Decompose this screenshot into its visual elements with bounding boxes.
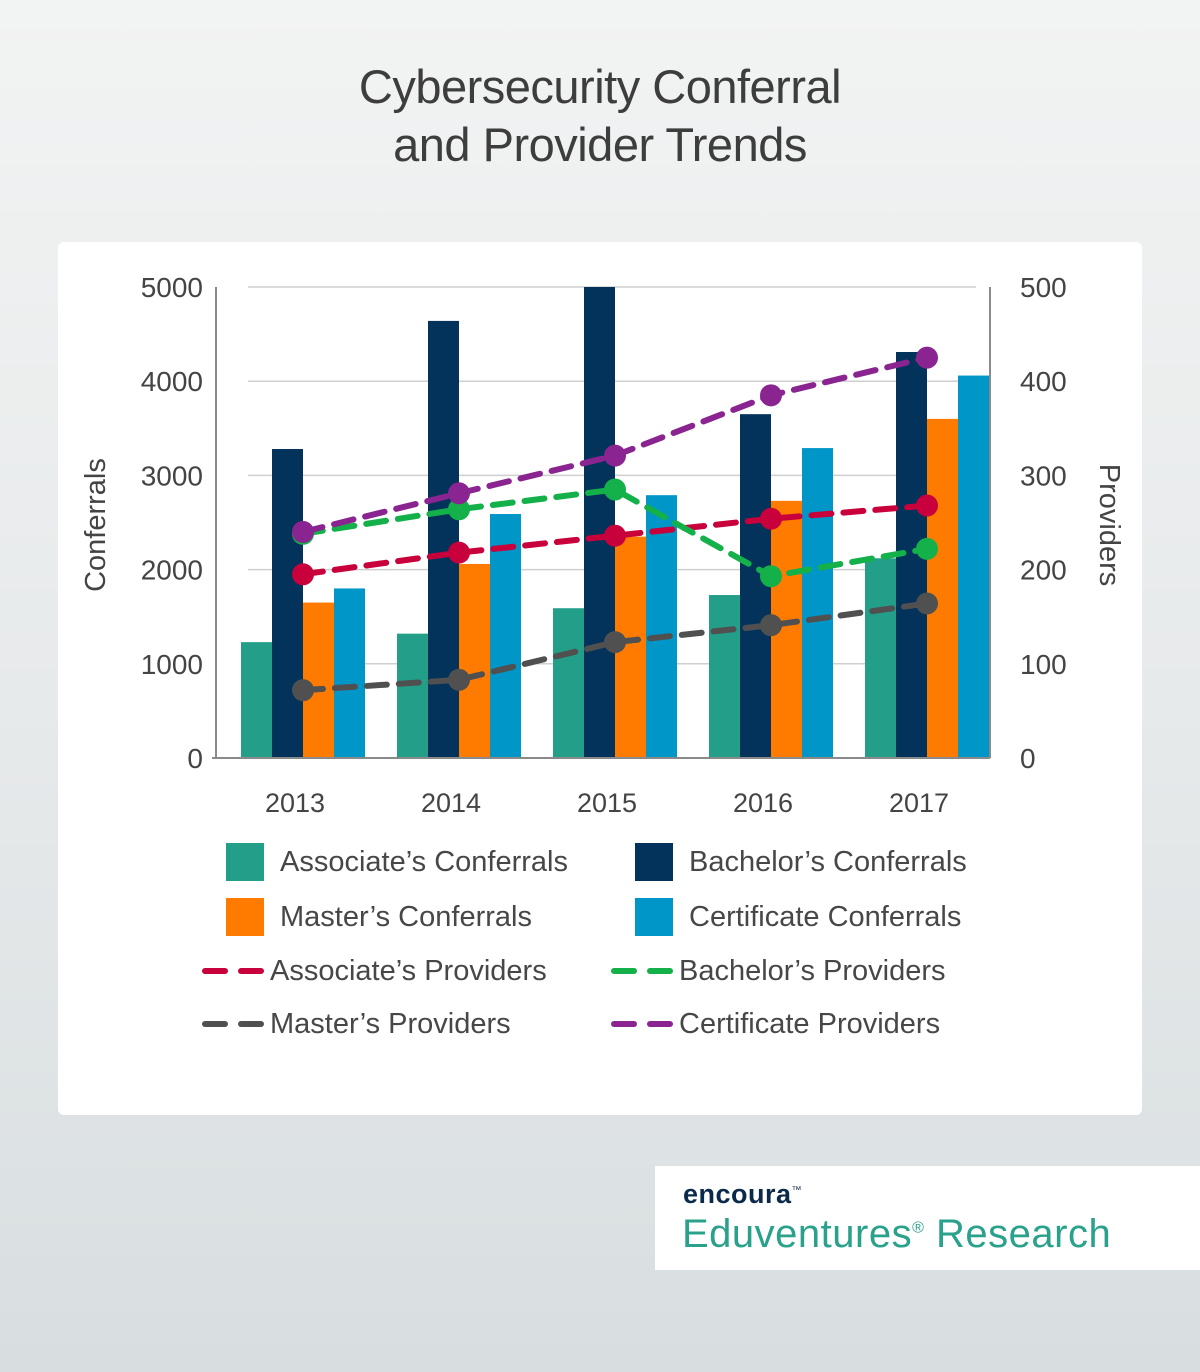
chart-title-line1: Cybersecurity Conferral xyxy=(358,60,842,113)
bar-bachelors-conferrals-2016 xyxy=(740,414,771,758)
bar-certificate-conferrals-2015 xyxy=(646,495,677,758)
bar-masters-conferrals-2014 xyxy=(459,563,490,758)
y2-tick-label: 200 xyxy=(1020,555,1067,586)
bar-associates-conferrals-2015 xyxy=(553,608,584,758)
x-tick-label: 2013 xyxy=(265,788,325,818)
point-masters-providers-2016 xyxy=(760,614,782,637)
line-bachelors-providers xyxy=(300,486,930,580)
bar-bachelors-conferrals-2014 xyxy=(428,320,459,758)
point-associates-providers-2016 xyxy=(760,507,782,530)
bar-certificate-conferrals-2016 xyxy=(802,448,833,758)
point-masters-providers-2017 xyxy=(916,592,938,615)
chart-title-line2: and Provider Trends xyxy=(393,118,807,171)
bar-bachelors-conferrals-2013 xyxy=(272,449,303,758)
point-associates-providers-2014 xyxy=(448,541,470,564)
x-tick-label: 2017 xyxy=(889,788,949,818)
line-associates-providers xyxy=(300,502,930,578)
chart-card: 0 1000 2000 3000 4000 5000 0 100 200 300 400 500 201… xyxy=(58,242,1142,1115)
point-bachelors-providers-2017 xyxy=(916,537,938,560)
bar-associates-conferrals-2017 xyxy=(865,558,896,758)
line-layer xyxy=(292,346,938,702)
y-tick-label: 0 xyxy=(187,743,203,774)
bar-masters-conferrals-2017 xyxy=(927,418,958,758)
point-certificate-providers-2016 xyxy=(760,384,782,407)
bar-associates-conferrals-2014 xyxy=(397,633,428,758)
point-certificate-providers-2017 xyxy=(916,346,938,369)
point-certificate-providers-2015 xyxy=(604,444,626,467)
bar-bachelors-conferrals-2015 xyxy=(584,287,615,758)
point-bachelors-providers-2014 xyxy=(448,498,470,521)
brand-logo: encoura™ Eduventures® Research xyxy=(655,1166,1200,1270)
encoura-wordmark: encoura™ xyxy=(683,1179,803,1209)
bar-masters-conferrals-2013 xyxy=(303,602,334,758)
label-layer: 0 1000 2000 3000 4000 5000 0 100 200 300 400 500 201… xyxy=(80,272,1125,818)
y-tick-label: 4000 xyxy=(141,366,203,397)
x-tick-label: 2015 xyxy=(577,788,637,818)
y2-tick-label: 100 xyxy=(1020,649,1067,680)
bar-certificate-conferrals-2013 xyxy=(334,588,365,758)
bar-associates-conferrals-2016 xyxy=(709,595,740,758)
y2-tick-label: 400 xyxy=(1020,366,1067,397)
x-tick-label: 2016 xyxy=(733,788,793,818)
y2-axis-title: Providers xyxy=(1093,464,1125,587)
y-tick-label: 2000 xyxy=(141,555,203,586)
point-masters-providers-2014 xyxy=(448,668,470,691)
bar-certificate-conferrals-2014 xyxy=(490,514,521,758)
y2-tick-label: 0 xyxy=(1020,743,1036,774)
y-tick-label: 3000 xyxy=(141,460,203,491)
point-certificate-providers-2013 xyxy=(292,520,314,543)
point-masters-providers-2013 xyxy=(292,679,314,702)
y2-tick-label: 300 xyxy=(1020,460,1067,491)
point-bachelors-providers-2015 xyxy=(604,478,626,501)
x-tick-label: 2014 xyxy=(421,788,481,818)
point-associates-providers-2017 xyxy=(916,494,938,517)
y-tick-label: 5000 xyxy=(141,272,203,303)
bar-certificate-conferrals-2017 xyxy=(958,375,989,758)
eduventures-wordmark: Eduventures® Research xyxy=(682,1212,1112,1256)
point-bachelors-providers-2016 xyxy=(760,565,782,588)
point-certificate-providers-2014 xyxy=(448,482,470,505)
y-axis-title: Conferrals xyxy=(80,458,112,592)
point-associates-providers-2015 xyxy=(604,524,626,547)
y2-tick-label: 500 xyxy=(1020,272,1067,303)
point-associates-providers-2013 xyxy=(292,563,314,586)
line-masters-providers xyxy=(300,600,930,694)
point-masters-providers-2015 xyxy=(604,631,626,654)
bar-associates-conferrals-2013 xyxy=(241,642,272,758)
chart-title: Cybersecurity Conferral and Provider Tre… xyxy=(0,58,1200,174)
axis-layer xyxy=(212,287,991,759)
chart-svg: 0 1000 2000 3000 4000 5000 0 100 200 300 400 500 201… xyxy=(80,272,1125,818)
y-tick-label: 1000 xyxy=(141,649,203,680)
